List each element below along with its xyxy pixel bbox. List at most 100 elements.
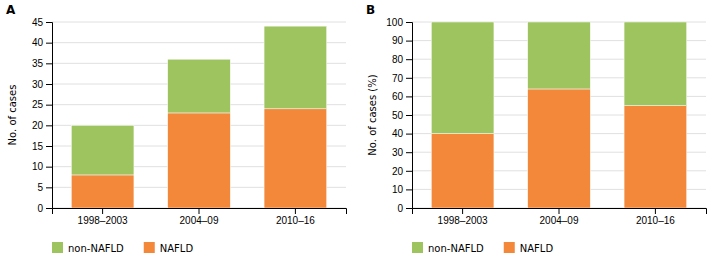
- tick-label: 80: [392, 54, 404, 65]
- y-axis-label: No. of cases: [7, 85, 18, 146]
- tick: 0: [37, 203, 52, 214]
- legend-item: NAFLD: [504, 242, 554, 254]
- legend-swatch: [52, 242, 63, 253]
- tick-label: 60: [392, 91, 404, 102]
- tick: 2004–09: [180, 208, 219, 226]
- series: [71, 109, 326, 208]
- tick-label: 25: [32, 99, 44, 110]
- tick-mark: [46, 167, 52, 168]
- tick-label: 50: [392, 110, 404, 121]
- tick-mark: [406, 115, 412, 116]
- legend-item: non-NAFLD: [412, 242, 484, 254]
- panel: 0 5 10 15 20 25 30 35 40 45 1998–2003 2004–09 2010–1…: [6, 3, 347, 254]
- tick: 40: [392, 128, 412, 139]
- grid-line: [52, 22, 346, 23]
- y-axis: 0 5 10 15 20 25 30 35 40 45: [32, 17, 53, 214]
- legend: non-NAFLD NAFLD: [412, 242, 553, 254]
- tick: 25: [32, 99, 52, 110]
- y-axis: 0102030405060708090100: [386, 17, 412, 214]
- tick-label: 0: [37, 203, 43, 214]
- tick-mark: [46, 187, 52, 188]
- title: A: [6, 3, 16, 17]
- bar: [264, 109, 327, 208]
- legend-label: non-NAFLD: [68, 243, 124, 254]
- bar: [168, 113, 231, 208]
- tick-mark: [406, 22, 412, 23]
- tick: 70: [392, 73, 412, 84]
- tick-mark: [46, 63, 52, 64]
- tick-label: 45: [32, 17, 44, 28]
- tick: 35: [32, 58, 52, 69]
- tick-mark: [46, 22, 52, 23]
- tick-label: 2010–16: [276, 215, 315, 226]
- tick-label: 100: [386, 17, 403, 28]
- bar: [431, 22, 494, 134]
- legend-swatch: [412, 242, 423, 253]
- axis-line: [46, 23, 53, 209]
- bar: [264, 26, 327, 109]
- tick: 2010–16: [636, 208, 675, 226]
- bar: [431, 134, 494, 208]
- legend: non-NAFLD NAFLD: [52, 242, 193, 254]
- tick-mark: [46, 84, 52, 85]
- plot-area: [431, 22, 686, 208]
- axis-line: [413, 209, 707, 215]
- panel: 01020304050607080901001998–20032004–0920…: [366, 3, 707, 254]
- tick: 10: [392, 184, 412, 195]
- tick-label: 30: [32, 79, 44, 90]
- bar: [624, 22, 687, 106]
- tick: 15: [32, 141, 52, 152]
- axis-line: [406, 23, 413, 209]
- tick-mark: [655, 208, 656, 214]
- bar: [528, 89, 591, 208]
- bar: [71, 175, 134, 208]
- x-axis: 1998–2003 2004–09 2010–16: [413, 208, 707, 226]
- tick-label: 1998–2003: [78, 215, 128, 226]
- tick: 60: [392, 91, 412, 102]
- legend-item: non-NAFLD: [52, 242, 124, 254]
- tick: 45: [32, 17, 52, 28]
- tick-mark: [46, 146, 52, 147]
- tick: 50: [392, 110, 412, 121]
- tick: 2004–09: [540, 208, 579, 226]
- bar: [71, 125, 134, 175]
- tick: 80: [392, 54, 412, 65]
- tick-label: 30: [392, 147, 404, 158]
- tick: 1998–2003: [78, 208, 128, 226]
- tick-mark: [295, 208, 296, 214]
- tick-mark: [406, 96, 412, 97]
- tick-label: 40: [392, 128, 404, 139]
- tick-mark: [406, 208, 412, 209]
- bar: [624, 106, 687, 208]
- tick-mark: [46, 208, 52, 209]
- tick: 1998–2003: [438, 208, 488, 226]
- tick-label: 10: [32, 161, 44, 172]
- tick-mark: [406, 152, 412, 153]
- legend-item: NAFLD: [144, 242, 194, 254]
- tick-mark: [102, 208, 103, 214]
- tick: 30: [392, 147, 412, 158]
- tick-mark: [406, 134, 412, 135]
- tick: 0: [397, 203, 412, 214]
- tick-label: 40: [32, 37, 44, 48]
- tick-mark: [46, 125, 52, 126]
- tick-label: 1998–2003: [438, 215, 488, 226]
- tick: 10: [32, 161, 52, 172]
- tick-label: 2004–09: [540, 215, 579, 226]
- tick-mark: [199, 208, 200, 214]
- chart-root: 0 5 10 15 20 25 30 35 40 45 1998–2003 2004–09 2010–1…: [0, 0, 720, 266]
- series: [431, 22, 686, 134]
- tick-label: 20: [392, 166, 404, 177]
- x-axis: 1998–2003 2004–09 2010–16: [53, 208, 347, 226]
- tick: 20: [32, 120, 52, 131]
- tick-label: 2004–09: [180, 215, 219, 226]
- plot-area: [71, 26, 326, 208]
- tick: 40: [32, 37, 52, 48]
- legend-swatch: [504, 242, 515, 253]
- tick: 20: [392, 166, 412, 177]
- tick-label: 5: [37, 182, 43, 193]
- bar: [528, 22, 591, 89]
- tick: 2010–16: [276, 208, 315, 226]
- tick-label: 35: [32, 58, 44, 69]
- tick-mark: [46, 105, 52, 106]
